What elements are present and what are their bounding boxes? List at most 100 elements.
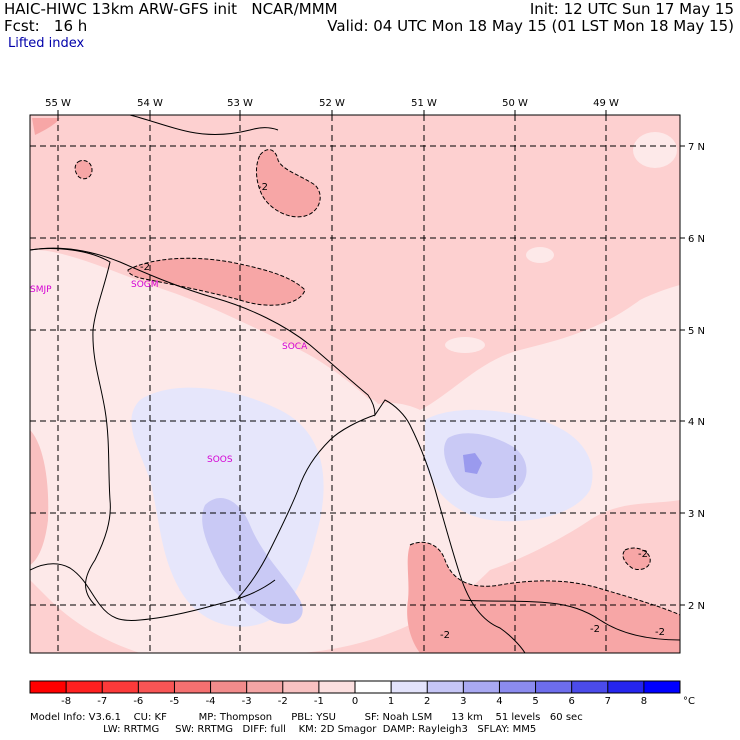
pale-patch-4 [526, 247, 554, 263]
colorbar-swatch [607, 681, 645, 693]
colorbar-swatch [174, 681, 212, 693]
colorbar-tick-label: -4 [206, 696, 216, 707]
colorbar-tick-label: -1 [314, 696, 324, 707]
colorbar-swatch [30, 681, 67, 693]
station-label-smjp: SMJP [30, 285, 52, 295]
medium-red-north [256, 149, 321, 217]
contour-north [256, 149, 321, 218]
colorbar-tick-label: -3 [242, 696, 252, 707]
colorbar-tick-label: 0 [352, 696, 358, 707]
colorbar-swatch [66, 681, 103, 693]
lat-label: 3 N [688, 509, 705, 520]
lon-label: 54 W [137, 98, 163, 109]
station-labels: SMJP SOGM SOCA SOOS [30, 280, 308, 465]
colorbar-unit: °C [683, 696, 695, 707]
colorbar-swatch [499, 681, 537, 693]
colorbar-tick-label: 1 [388, 696, 394, 707]
colorbar-swatch [246, 681, 284, 693]
contour-southeast [409, 541, 680, 616]
init-time: Init: 12 UTC Sun 17 May 15 [529, 0, 734, 18]
colorbar-swatch [643, 681, 681, 693]
colorbar-swatch [391, 681, 428, 693]
coastlines [30, 115, 680, 653]
colorbar-tick-label: 8 [641, 696, 647, 707]
lat-label: 4 N [688, 417, 705, 428]
lon-label: 49 W [593, 98, 619, 109]
colorbar-swatch [210, 681, 248, 693]
coastline [30, 247, 526, 653]
colorbar-swatch [318, 681, 356, 693]
border-french-guiana [237, 414, 376, 599]
valid-time: Valid: 04 UTC Mon 18 May 15 (01 LST Mon … [327, 17, 734, 35]
colorbar-tick-label: -5 [169, 696, 179, 707]
colorbar-tick-label: -2 [278, 696, 288, 707]
station-label-soos: SOOS [207, 455, 233, 465]
colorbar-tick-label: -7 [97, 696, 107, 707]
border-amapa [459, 599, 680, 641]
lat-label: 6 N [688, 234, 705, 245]
colorbar-swatch [535, 681, 573, 693]
contour-value-labels: -2 -2 -2 -2 -2 -2 [140, 182, 665, 641]
lon-label: 53 W [227, 98, 253, 109]
contour-label: -2 [638, 549, 648, 560]
medium-blue-region-west [202, 497, 303, 624]
medium-red-northwest-edge [32, 118, 60, 135]
contour-label: -2 [140, 262, 150, 273]
colorbar-tick-label: 4 [496, 696, 502, 707]
colorbar-swatch [427, 681, 464, 693]
lon-labels: 55 W 54 W 53 W 52 W 51 W 50 W 49 W [45, 98, 619, 109]
latlon-grid [30, 115, 680, 653]
lon-label: 50 W [502, 98, 528, 109]
pale-patch-1 [445, 337, 485, 353]
contour-small-east [622, 547, 651, 571]
colorbar-swatch [102, 681, 139, 693]
title-model: HAIC-HIWC 13km ARW-GFS init NCAR/MMM [4, 0, 338, 18]
colorbar: -8 -7 -6 -5 -4 -3 -2 -1 0 1 2 3 4 5 6 7 8 °C [29, 680, 695, 707]
border-guyana [30, 248, 111, 606]
colorbar-tick-label: 3 [460, 696, 466, 707]
border-north [129, 115, 279, 135]
colorbar-tick-label: -8 [61, 696, 71, 707]
colorbar-swatch [571, 681, 609, 693]
field-name: Lifted index [8, 36, 85, 51]
contour-label: -2 [590, 624, 600, 635]
contour-small-nw [74, 159, 93, 180]
pale-patch-3 [633, 132, 677, 168]
medium-red-southeast [407, 542, 680, 653]
lon-label: 52 W [319, 98, 345, 109]
map-frame [29, 114, 681, 654]
medium-red-small-nw [75, 160, 92, 179]
lat-label: 5 N [688, 326, 705, 337]
station-label-soca: SOCA [282, 342, 308, 352]
medium-blue-region-east [444, 433, 527, 499]
lon-label: 55 W [45, 98, 71, 109]
colorbar-swatch [138, 681, 175, 693]
model-info-line1: Model Info: V3.6.1 CU: KF MP: Thompson P… [30, 712, 583, 723]
dark-blue-core [463, 453, 482, 474]
lifted-index-field [30, 115, 680, 653]
colorbar-swatch [463, 681, 500, 693]
colorbar-swatch [355, 681, 392, 693]
lat-labels: 7 N 6 N 5 N 4 N 3 N 2 N [688, 142, 705, 612]
model-info-line2: LW: RRTMG SW: RRTMG DIFF: full KM: 2D Sm… [30, 724, 537, 735]
forecast-hour: Fcst: 16 h [4, 17, 88, 35]
medium-red-ne-small [595, 115, 680, 150]
medium-red-west-edge [30, 430, 49, 565]
station-label-sogm: SOGM [131, 280, 159, 290]
colorbar-swatch [282, 681, 320, 693]
contour-label: -2 [655, 627, 665, 638]
axis-ticks [57, 110, 685, 606]
contour-label: -2 [258, 182, 268, 193]
lat-label: 7 N [688, 142, 705, 153]
colorbar-tick-label: 5 [532, 696, 538, 707]
contour-label: -2 [440, 630, 450, 641]
lon-label: 51 W [411, 98, 437, 109]
colorbar-tick-label: -6 [133, 696, 143, 707]
colorbar-tick-label: 7 [605, 696, 611, 707]
colorbar-tick-label: 2 [424, 696, 430, 707]
colorbar-tick-label: 6 [568, 696, 574, 707]
medium-red-small-east [622, 547, 651, 570]
lat-label: 2 N [688, 601, 705, 612]
medium-red-coast [128, 258, 305, 306]
